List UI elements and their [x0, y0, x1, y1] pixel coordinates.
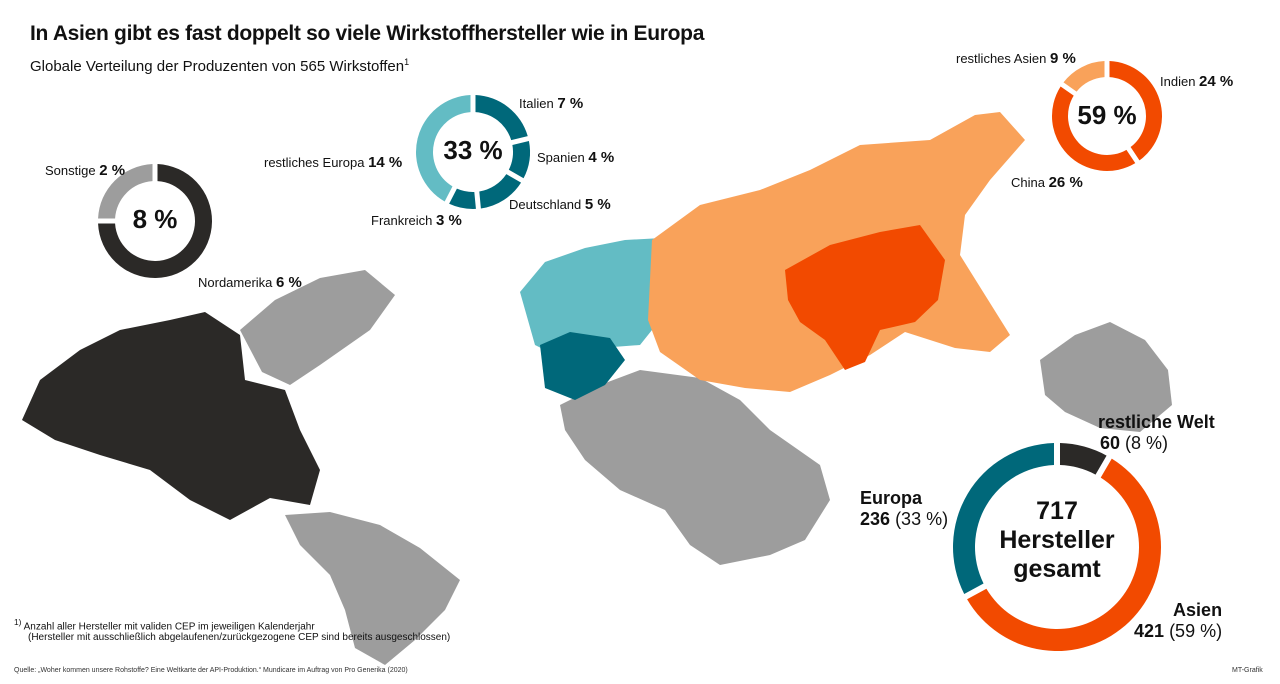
donut-slice-restliches-europa — [416, 95, 471, 202]
label-restliche-welt: restliche Welt 60 (8 %) — [1098, 412, 1215, 453]
label-sonstige: Sonstige 2 % — [45, 162, 126, 179]
donut-slice-china — [1052, 86, 1136, 171]
label-asien: Asien 421 (59 %) — [1134, 600, 1223, 641]
map-australia — [1040, 322, 1172, 432]
map-europe-rest — [520, 238, 668, 360]
donut-slice-europa — [953, 443, 1055, 594]
page-title: In Asien gibt es fast doppelt so viele W… — [30, 22, 705, 45]
credit: MT-Grafik — [1232, 667, 1263, 674]
label-europa: Europa 236 (33 %) — [860, 488, 949, 529]
source-note: Quelle: „Woher kommen unsere Rohstoffe? … — [14, 667, 408, 674]
map-china-india — [785, 225, 945, 370]
label-spanien: Spanien 4 % — [537, 149, 615, 166]
footnote-line2: (Hersteller mit ausschließlich abgelaufe… — [28, 632, 451, 643]
subtitle-text: Globale Verteilung der Produzenten von 5… — [30, 58, 405, 75]
donut-slice-restliche-welt — [1059, 443, 1107, 475]
label-frankreich: Frankreich 3 % — [371, 212, 462, 229]
donut-slice-deutschland — [479, 174, 522, 209]
map-africa — [560, 370, 830, 565]
asia-donut-center: 59 % — [1077, 100, 1137, 130]
total-donut-center: 717 Hersteller gesamt — [999, 497, 1115, 583]
subtitle-footnote-mark: 1 — [404, 57, 410, 67]
donut-slice-sonstige — [98, 164, 153, 219]
label-italien: Italien 7 % — [519, 95, 584, 112]
donut-slice-frankreich — [449, 188, 476, 209]
page-subtitle: Globale Verteilung der Produzenten von 5… — [30, 57, 409, 75]
rest-donut-center: 8 % — [132, 204, 178, 234]
donut-slice-spanien — [508, 141, 530, 179]
label-china: China 26 % — [1011, 174, 1083, 191]
europe-donut-center: 33 % — [443, 135, 503, 165]
donut-slice-italien — [475, 95, 528, 141]
map-north-america — [22, 312, 320, 520]
map-south-america — [285, 512, 460, 665]
donut-slice-restliches-asien — [1063, 61, 1105, 92]
map-greenland — [240, 270, 395, 385]
label-nordamerika: Nordamerika 6 % — [198, 274, 302, 291]
donut-slice-indien — [1109, 61, 1162, 161]
footnote-line1: 1) Anzahl aller Hersteller mit validen C… — [14, 617, 315, 633]
label-restliches-europa: restliches Europa 14 % — [264, 154, 403, 171]
label-indien: Indien 24 % — [1160, 73, 1234, 90]
map-europe-main — [540, 332, 625, 400]
label-deutschland: Deutschland 5 % — [509, 196, 611, 213]
donut-slice-nordamerika — [98, 164, 212, 278]
label-restliches-asien: restliches Asien 9 % — [956, 50, 1076, 67]
